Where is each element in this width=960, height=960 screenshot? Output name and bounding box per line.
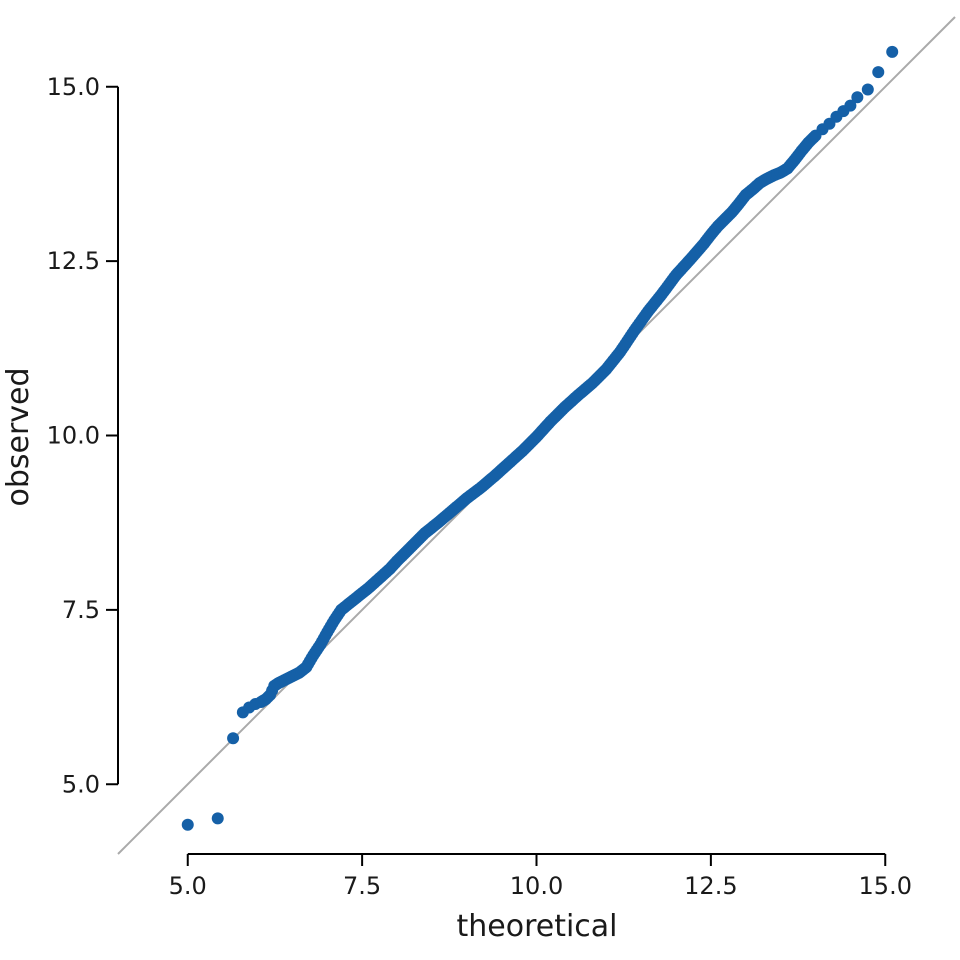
data-points xyxy=(181,45,899,831)
x-tick-label: 7.5 xyxy=(343,872,381,900)
x-axis-title: theoretical xyxy=(456,909,617,944)
x-tick-label: 10.0 xyxy=(510,872,563,900)
x-tick-label: 12.5 xyxy=(684,872,737,900)
data-point xyxy=(181,818,194,831)
y-axis-ticks: 5.0 7.5 10.0 12.5 15.0 xyxy=(47,73,118,798)
y-tick-label: 12.5 xyxy=(47,247,100,275)
data-point xyxy=(227,732,240,745)
y-tick-label: 7.5 xyxy=(62,596,100,624)
x-tick-label: 15.0 xyxy=(859,872,912,900)
data-point xyxy=(211,812,224,825)
x-tick-label: 5.0 xyxy=(169,872,207,900)
data-point xyxy=(844,99,857,112)
y-tick-label: 5.0 xyxy=(62,770,100,798)
x-axis-ticks: 5.0 7.5 10.0 12.5 15.0 xyxy=(169,854,912,900)
y-tick-label: 10.0 xyxy=(47,422,100,450)
y-tick-label: 15.0 xyxy=(47,73,100,101)
data-point xyxy=(886,45,899,58)
data-point xyxy=(872,66,885,79)
data-point xyxy=(851,91,864,104)
data-point xyxy=(861,83,874,96)
y-axis-title: observed xyxy=(1,367,36,506)
